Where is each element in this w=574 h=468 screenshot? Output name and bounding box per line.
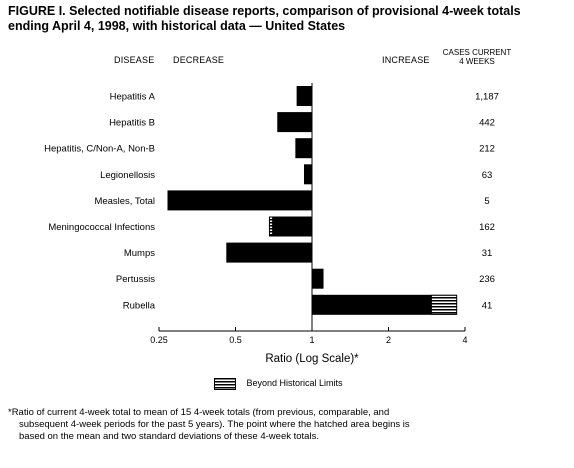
x-tick-label-0: 0.25 xyxy=(150,335,168,345)
cases-value-measles-total: 5 xyxy=(484,196,489,207)
cases-value-legionellosis: 63 xyxy=(482,170,493,181)
bar-measles-total xyxy=(167,190,312,211)
cases-header-line1: CASES CURRENT xyxy=(442,48,512,57)
x-axis-title: Ratio (Log Scale)* xyxy=(265,353,359,365)
chart-title: FIGURE I. Selected notifiable disease re… xyxy=(8,4,568,34)
x-tick-label-4: 4 xyxy=(462,335,467,345)
category-label-pertussis: Pertussis xyxy=(116,274,155,285)
footnote: *Ratio of current 4-week total to mean o… xyxy=(8,407,568,443)
category-label-hepatitis-a: Hepatitis A xyxy=(110,92,156,103)
category-label-mumps: Mumps xyxy=(124,248,155,259)
hatch-meningococcal-infections xyxy=(268,216,274,237)
chart-title-line1: FIGURE I. Selected notifiable disease re… xyxy=(8,4,521,18)
cases-value-mumps: 31 xyxy=(482,248,493,259)
cases-header-line2: 4 WEEKS xyxy=(459,57,495,66)
cases-value-rubella: 41 xyxy=(482,300,493,311)
bar-rubella xyxy=(312,294,457,315)
x-tick-label-3: 2 xyxy=(386,335,391,345)
bar-mumps xyxy=(226,242,312,263)
footnote-line3: based on the mean and two standard devia… xyxy=(19,431,319,442)
bar-hepatitis-c-non-a-non-b xyxy=(295,138,312,159)
x-tick-label-2: 1 xyxy=(309,335,314,345)
disease-header: DISEASE xyxy=(114,55,155,65)
cases-value-meningococcal-infections: 162 xyxy=(479,222,495,233)
bar-hepatitis-a xyxy=(296,86,312,106)
footnote-line1: *Ratio of current 4-week total to mean o… xyxy=(8,407,390,418)
decrease-header: DECREASE xyxy=(173,55,225,65)
cases-value-hepatitis-b: 442 xyxy=(479,118,495,129)
cases-header: CASES CURRENT 4 WEEKS xyxy=(432,48,522,66)
category-label-measles-total: Measles, Total xyxy=(94,196,155,207)
bar-pertussis xyxy=(312,268,324,289)
legend-label: Beyond Historical Limits xyxy=(246,378,343,389)
category-label-rubella: Rubella xyxy=(123,300,156,311)
category-label-hepatitis-c-non-a-non-b: Hepatitis, C/Non-A, Non-B xyxy=(44,144,155,155)
bar-hepatitis-b xyxy=(277,112,312,133)
cases-value-hepatitis-c-non-a-non-b: 212 xyxy=(479,144,495,155)
hatch-rubella xyxy=(430,294,458,315)
legend-hatch-swatch xyxy=(214,378,236,390)
footnote-line2: subsequent 4-week periods for the past 5… xyxy=(19,419,410,430)
category-label-legionellosis: Legionellosis xyxy=(100,170,155,181)
bar-legionellosis xyxy=(303,164,312,185)
x-tick-label-1: 0.5 xyxy=(229,335,242,345)
cases-value-pertussis: 236 xyxy=(479,274,495,285)
increase-header: INCREASE xyxy=(382,55,430,65)
chart-title-line2: ending April 4, 1998, with historical da… xyxy=(8,19,346,33)
cases-value-hepatitis-a: 1,187 xyxy=(475,92,499,103)
category-label-hepatitis-b: Hepatitis B xyxy=(109,118,155,129)
bar-meningococcal-infections xyxy=(269,216,312,237)
legend: Beyond Historical Limits xyxy=(214,378,343,390)
category-label-meningococcal-infections: Meningococcal Infections xyxy=(48,222,155,233)
